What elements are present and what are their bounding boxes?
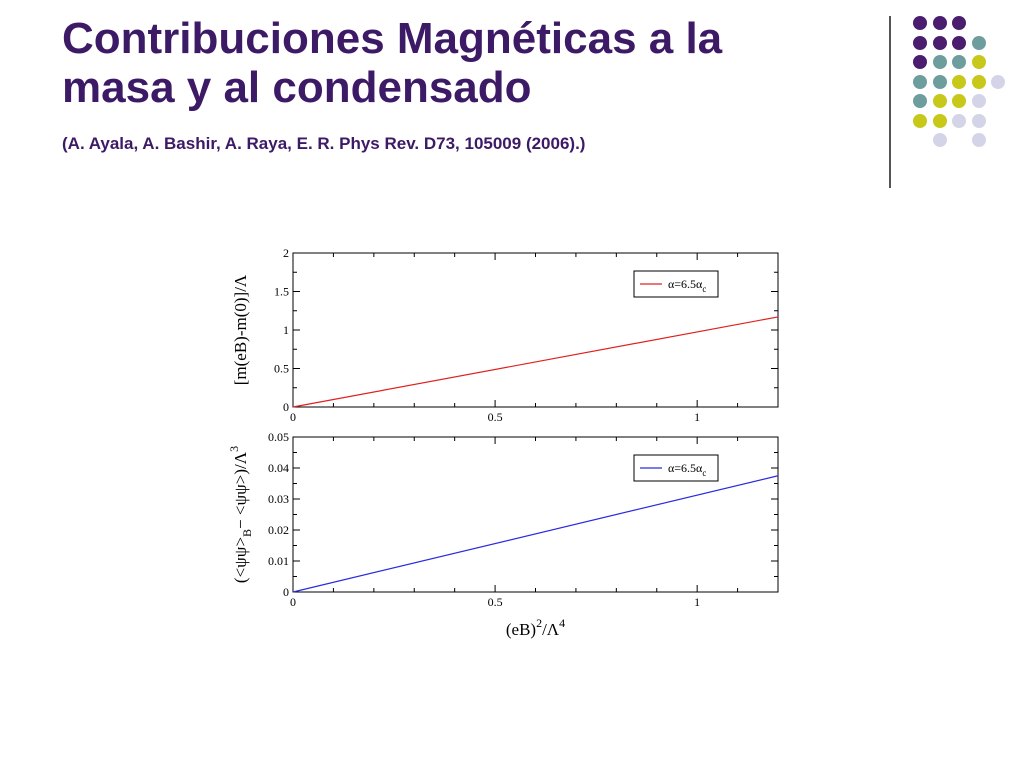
x-tick-label: 0.5 [488, 595, 503, 609]
x-tick-label: 0 [290, 410, 296, 424]
decor-dot [932, 55, 947, 69]
decor-dot [952, 113, 966, 128]
decor-dot [913, 74, 927, 89]
y-tick-label: 0 [283, 585, 289, 599]
bottom-panel-xlabel: (eB)2/Λ4 [506, 616, 565, 639]
decor-dot [971, 74, 986, 89]
decor-dot [952, 35, 966, 50]
decor-dot [971, 55, 986, 69]
legend-label: α=6.5αc [668, 461, 706, 478]
x-tick-label: 0 [290, 595, 296, 609]
bottom-ylabel-mid: − <ψψ>)/Λ [231, 451, 250, 529]
decor-dot [913, 16, 927, 30]
xlabel-mid: /Λ [542, 620, 560, 639]
bottom-ylabel-sup: 3 [227, 446, 241, 452]
top-panel-ticks: 0 0.5 1 0 0.5 1 1.5 2 [274, 246, 779, 424]
decor-dot [932, 16, 947, 30]
series-line [292, 475, 779, 593]
chart-figure: 0 0.5 1 0 0.5 1 1.5 2 [m(eB)-m(0)]/Λ 0 0.5 1 0 0.01… [220, 225, 800, 660]
y-tick-label: 0.01 [268, 554, 289, 568]
decorative-divider [889, 16, 891, 188]
xlabel-sup2: 4 [559, 616, 565, 630]
decor-dot [952, 74, 966, 89]
legend-label: α=6.5αc [668, 277, 706, 294]
y-tick-label: 0.05 [268, 430, 289, 444]
y-tick-label: 0.03 [268, 492, 289, 506]
slide-title: Contribuciones Magnéticas a la masa y al… [62, 14, 862, 112]
bottom-ylabel-open: (<ψψ> [231, 537, 250, 583]
decor-dot [913, 94, 927, 108]
xlabel-base: (eB) [506, 620, 536, 639]
bottom-panel-ticks: 0 0.5 1 0 0.01 0.02 0.03 0.04 0.05 [268, 430, 779, 609]
y-tick-label: 0 [283, 400, 289, 414]
decor-dot [952, 94, 966, 108]
decor-dot [952, 16, 966, 30]
y-tick-label: 0.04 [268, 461, 289, 475]
decor-dot [932, 94, 947, 108]
decor-dot [971, 35, 986, 50]
decor-dot [971, 94, 986, 108]
decor-dot [913, 55, 927, 69]
decor-dot [932, 133, 947, 147]
decor-dot [991, 74, 1005, 89]
xlabel-sup1: 2 [536, 616, 542, 630]
x-tick-label: 0.5 [488, 410, 503, 424]
bottom-panel-ylabel: (<ψψ>B− <ψψ>)/Λ3 [227, 446, 254, 583]
slide-title-line-2: masa y al condensado [62, 63, 532, 112]
decor-dot [952, 55, 966, 69]
decor-dot [932, 74, 947, 89]
y-tick-label: 0.5 [274, 362, 289, 376]
decor-dot [971, 113, 986, 128]
decor-dot [913, 113, 927, 128]
x-tick-label: 1 [694, 410, 700, 424]
x-tick-label: 1 [694, 595, 700, 609]
y-tick-label: 1 [283, 323, 289, 337]
decor-dot [913, 35, 927, 50]
decor-dot [932, 35, 947, 50]
slide-citation: (A. Ayala, A. Bashir, A. Raya, E. R. Phy… [62, 134, 586, 153]
y-tick-label: 1.5 [274, 285, 289, 299]
slide-title-line-1: Contribuciones Magnéticas a la [62, 14, 723, 63]
series-line [292, 316, 779, 408]
decor-dot [971, 133, 986, 147]
y-tick-label: 0.02 [268, 523, 289, 537]
decor-dot [932, 113, 947, 128]
chart-svg: 0 0.5 1 0 0.5 1 1.5 2 [m(eB)-m(0)]/Λ 0 0.5 1 0 0.01… [227, 246, 779, 639]
bottom-ylabel-sub: B [240, 529, 254, 537]
top-panel-ylabel: [m(eB)-m(0)]/Λ [231, 274, 250, 385]
y-tick-label: 2 [283, 246, 289, 260]
